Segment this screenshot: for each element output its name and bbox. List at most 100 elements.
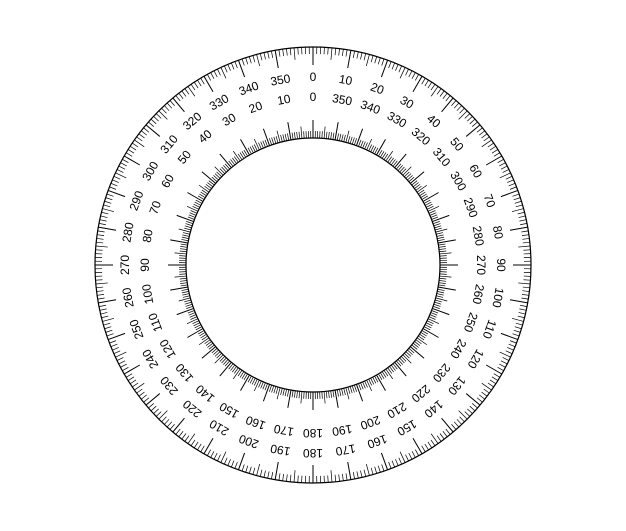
inner-tick xyxy=(263,141,266,147)
outer-tick xyxy=(185,89,189,95)
outer-tick xyxy=(431,84,435,90)
outer-tick xyxy=(498,367,504,370)
outer-tick xyxy=(114,176,120,179)
outer-tick xyxy=(173,98,185,112)
outer-tick xyxy=(440,434,444,440)
outer-tick xyxy=(515,201,522,203)
outer-tick xyxy=(217,69,220,75)
outer-degree-label: 50 xyxy=(447,135,467,154)
inner-tick xyxy=(254,139,259,150)
outer-tick xyxy=(389,61,392,68)
outer-tick xyxy=(249,467,251,474)
outer-tick xyxy=(519,312,526,314)
outer-degree-label: 130 xyxy=(445,374,469,399)
outer-tick xyxy=(512,209,524,212)
outer-tick xyxy=(413,76,422,92)
outer-degree-label: 110 xyxy=(480,318,500,341)
outer-tick xyxy=(451,100,456,105)
inner-tick xyxy=(181,244,188,245)
inner-tick xyxy=(333,133,334,140)
outer-tick xyxy=(211,73,214,79)
inner-tick xyxy=(431,215,437,218)
outer-degree-label: 170 xyxy=(334,441,356,458)
outer-tick xyxy=(117,357,123,360)
inner-tick xyxy=(181,289,188,290)
outer-tick xyxy=(224,458,227,464)
outer-tick xyxy=(494,374,500,378)
inner-degree-label: 240 xyxy=(447,337,469,362)
inner-tick xyxy=(354,138,356,145)
outer-tick xyxy=(105,201,112,203)
inner-degree-label: 250 xyxy=(461,311,481,335)
outer-tick xyxy=(246,58,248,65)
inner-tick xyxy=(361,141,364,147)
outer-tick xyxy=(117,169,123,172)
outer-tick xyxy=(257,54,260,66)
inner-degree-label: 290 xyxy=(461,196,481,220)
inner-tick xyxy=(437,291,444,292)
outer-tick xyxy=(214,453,217,459)
outer-tick xyxy=(119,166,125,169)
outer-tick xyxy=(275,462,278,480)
inner-tick xyxy=(180,249,187,250)
outer-tick xyxy=(357,471,358,478)
inner-tick xyxy=(186,224,193,226)
inner-degree-label: 190 xyxy=(331,422,353,439)
outer-tick xyxy=(217,455,220,461)
outer-tick xyxy=(112,347,118,350)
outer-degree-label: 160 xyxy=(365,431,389,451)
outer-tick xyxy=(96,242,103,243)
outer-tick xyxy=(98,227,116,230)
outer-tick xyxy=(466,394,480,406)
inner-circle xyxy=(186,138,440,392)
outer-tick xyxy=(122,367,128,370)
outer-tick xyxy=(102,209,114,212)
outer-degree-label: 200 xyxy=(237,431,261,451)
outer-tick xyxy=(164,106,169,111)
inner-tick xyxy=(367,380,372,391)
inner-tick xyxy=(299,132,300,139)
outer-tick xyxy=(515,327,522,329)
outer-degree-label: 180 xyxy=(303,446,323,460)
inner-degree-label: 150 xyxy=(217,399,242,421)
outer-tick xyxy=(112,180,118,183)
inner-tick xyxy=(428,206,439,211)
outer-tick xyxy=(482,134,488,138)
outer-tick xyxy=(260,53,262,60)
inner-tick xyxy=(377,375,386,391)
outer-tick xyxy=(378,466,380,473)
outer-tick xyxy=(126,374,132,378)
inner-tick xyxy=(285,389,286,396)
inner-tick xyxy=(438,285,445,286)
inner-degree-label: 30 xyxy=(220,110,239,129)
outer-tick xyxy=(201,78,205,84)
outer-tick xyxy=(146,125,160,137)
inner-tick xyxy=(254,380,259,391)
inner-tick xyxy=(440,253,452,254)
inner-tick xyxy=(331,391,332,398)
inner-degree-label: 350 xyxy=(331,91,353,108)
protractor-container: 0102030405060708090100110120130140150160… xyxy=(0,0,626,531)
outer-tick xyxy=(409,71,412,77)
outer-tick xyxy=(98,231,105,232)
outer-tick xyxy=(346,473,347,480)
inner-degree-label: 10 xyxy=(276,92,292,108)
outer-tick xyxy=(442,98,454,112)
outer-tick xyxy=(194,82,198,88)
outer-tick xyxy=(364,53,366,60)
outer-tick xyxy=(99,305,106,306)
outer-degree-label: 40 xyxy=(424,111,443,131)
outer-tick xyxy=(99,223,106,224)
outer-tick xyxy=(521,298,528,299)
inner-tick xyxy=(434,302,441,304)
outer-tick xyxy=(422,78,426,84)
outer-tick xyxy=(501,166,507,169)
inner-tick xyxy=(188,311,195,314)
inner-tick xyxy=(241,139,250,155)
inner-degree-label: 160 xyxy=(243,413,267,433)
outer-tick xyxy=(286,474,287,481)
outer-tick xyxy=(342,49,343,56)
outer-degree-label: 290 xyxy=(126,189,146,213)
outer-tick xyxy=(279,473,280,480)
inner-tick xyxy=(367,139,372,150)
